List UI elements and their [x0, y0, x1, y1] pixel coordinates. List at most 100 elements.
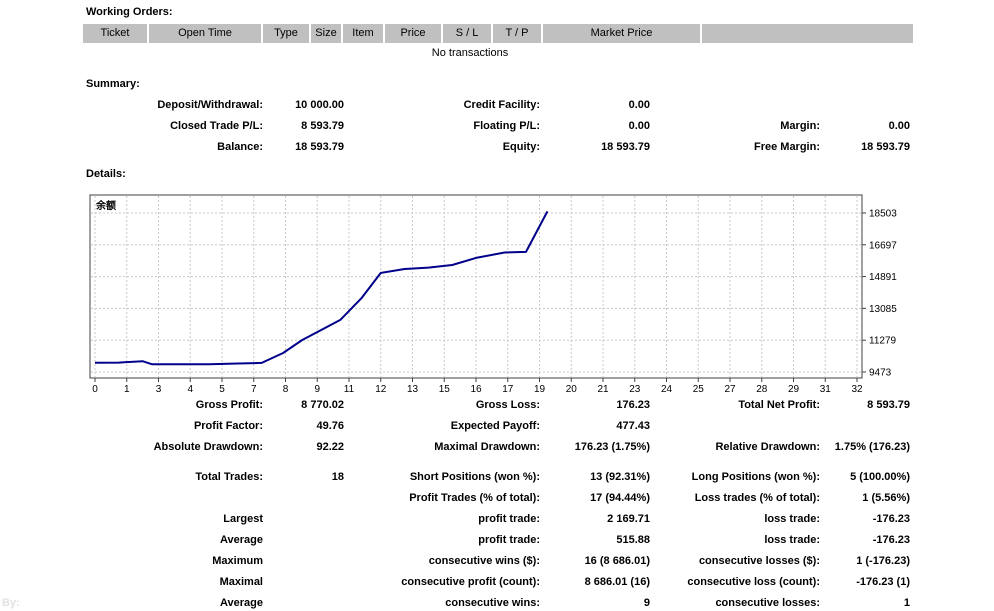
- stat-value: 8 686.01 (16): [584, 576, 650, 588]
- working-orders-col-price: Price: [385, 24, 441, 43]
- x-tick-label: 24: [661, 384, 673, 395]
- stat-label: Maximal Drawdown:: [434, 441, 540, 453]
- stat-value: 176.23 (1.75%): [574, 441, 650, 453]
- stat-label: loss trade:: [764, 513, 820, 525]
- stat-value: 1: [903, 597, 910, 609]
- stat-label: Gross Profit:: [195, 399, 263, 411]
- x-tick-label: 28: [756, 384, 768, 395]
- stat-label: Profit Trades (% of total):: [409, 492, 540, 504]
- stat-label: Maximum: [212, 555, 263, 567]
- stat-label: Loss trades (% of total):: [694, 492, 820, 504]
- stat-label: Maximal: [219, 576, 263, 588]
- stat-value: 18 593.79: [295, 141, 344, 153]
- x-tick-label: 4: [187, 384, 193, 395]
- stat-label: Total Trades:: [195, 471, 263, 483]
- stat-value: -176.23: [872, 513, 910, 525]
- working-orders-col-size: Size: [311, 24, 341, 43]
- stat-label: Closed Trade P/L:: [170, 120, 263, 132]
- x-tick-label: 27: [724, 384, 736, 395]
- stat-value: 18 593.79: [601, 141, 650, 153]
- x-tick-label: 0: [92, 384, 98, 395]
- stat-value: 5 (100.00%): [850, 471, 910, 483]
- x-tick-label: 20: [566, 384, 578, 395]
- x-tick-label: 29: [788, 384, 800, 395]
- x-tick-label: 8: [283, 384, 289, 395]
- stat-label: consecutive losses ($):: [698, 555, 820, 567]
- x-tick-label: 19: [534, 384, 546, 395]
- y-tick-label: 13085: [869, 304, 897, 315]
- x-tick-label: 23: [629, 384, 641, 395]
- chart-title: 余额: [95, 199, 116, 212]
- stat-value: 17 (94.44%): [590, 492, 650, 504]
- x-tick-label: 11: [344, 384, 355, 395]
- stat-label: loss trade:: [764, 534, 820, 546]
- x-tick-label: 32: [851, 384, 863, 395]
- stat-label: Floating P/L:: [473, 120, 540, 132]
- x-tick-label: 13: [407, 384, 419, 395]
- stat-value: 8 770.02: [301, 399, 344, 411]
- stat-value: 18 593.79: [861, 141, 910, 153]
- stat-label: Expected Payoff:: [450, 420, 540, 432]
- stat-value: 176.23: [616, 399, 650, 411]
- stat-label: Equity:: [502, 141, 540, 153]
- chart-background: [90, 195, 862, 378]
- x-tick-label: 12: [375, 384, 387, 395]
- stat-value: -176.23 (1): [856, 576, 910, 588]
- stat-label: Credit Facility:: [463, 99, 540, 111]
- no-transactions-message: No transactions: [431, 47, 509, 59]
- x-tick-label: 3: [156, 384, 162, 395]
- stat-value: 18: [331, 471, 344, 483]
- x-tick-label: 1: [124, 384, 130, 395]
- stat-label: consecutive profit (count):: [401, 576, 540, 588]
- stat-label: Absolute Drawdown:: [153, 441, 263, 453]
- working-orders-col-market-price: Market Price: [543, 24, 700, 43]
- stat-value: 49.76: [316, 420, 344, 432]
- x-tick-label: 9: [314, 384, 320, 395]
- x-tick-label: 21: [597, 384, 609, 395]
- x-tick-label: 16: [470, 384, 482, 395]
- stat-label: Short Positions (won %):: [409, 471, 540, 483]
- y-tick-label: 9473: [869, 367, 892, 378]
- stat-label: consecutive losses:: [715, 597, 820, 609]
- stat-label: Average: [219, 597, 263, 609]
- y-tick-label: 14891: [869, 272, 897, 283]
- stat-label: Profit Factor:: [193, 420, 263, 432]
- stat-value: 0.00: [628, 99, 650, 111]
- stat-value: 92.22: [316, 441, 344, 453]
- stat-label: Gross Loss:: [475, 399, 540, 411]
- stat-label: Relative Drawdown:: [715, 441, 820, 453]
- stat-label: Margin:: [780, 120, 820, 132]
- x-tick-label: 31: [820, 384, 832, 395]
- stat-value: 16 (8 686.01): [584, 555, 650, 567]
- x-tick-label: 25: [693, 384, 705, 395]
- x-tick-label: 15: [439, 384, 451, 395]
- working-orders-col-t-p: T / P: [493, 24, 541, 43]
- working-orders-col-type: Type: [263, 24, 309, 43]
- stat-value: 9: [643, 597, 650, 609]
- stat-label: consecutive wins:: [445, 597, 540, 609]
- x-tick-label: 5: [219, 384, 225, 395]
- stat-value: 13 (92.31%): [590, 471, 650, 483]
- working-orders-title: Working Orders:: [86, 6, 173, 18]
- watermark: By:: [2, 597, 20, 609]
- details-title: Details:: [86, 168, 126, 180]
- y-tick-label: 16697: [869, 240, 897, 251]
- stat-label: consecutive loss (count):: [687, 576, 820, 588]
- y-tick-label: 18503: [869, 208, 897, 219]
- x-tick-label: 7: [251, 384, 257, 395]
- working-orders-col-open-time: Open Time: [149, 24, 261, 43]
- stat-value: 515.88: [616, 534, 650, 546]
- stat-label: profit trade:: [478, 534, 540, 546]
- stat-label: Deposit/Withdrawal:: [157, 99, 263, 111]
- stat-label: Balance:: [217, 141, 263, 153]
- stat-value: 477.43: [616, 420, 650, 432]
- stat-value: 0.00: [628, 120, 650, 132]
- stat-label: Free Margin:: [753, 141, 820, 153]
- stat-label: Largest: [223, 513, 263, 525]
- stat-value: -176.23: [872, 534, 910, 546]
- balance-chart: 0 1 3 4 5 7 8 9 11 12 13 15 16 17 19 20 21 23 24 25 27 28 29 31…: [89, 194, 897, 395]
- y-tick-label: 11279: [869, 336, 897, 347]
- stat-value: 0.00: [888, 120, 910, 132]
